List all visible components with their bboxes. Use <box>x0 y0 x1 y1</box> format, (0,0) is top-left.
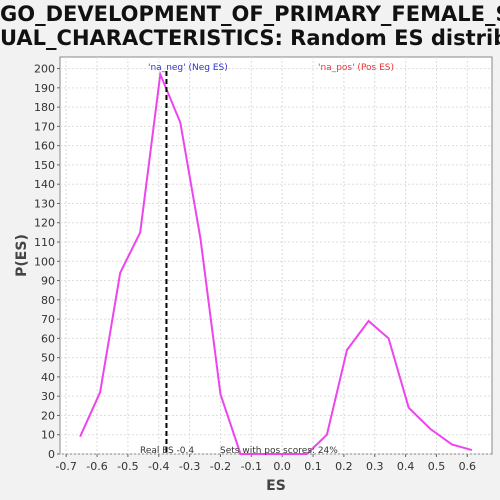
x-tick-label: -0.3 <box>179 460 200 473</box>
y-tick-label: 180 <box>34 101 55 114</box>
chart-title-line-2: UAL_CHARACTERISTICS: Random ES distribut… <box>0 26 500 50</box>
x-tick-label: -0.4 <box>148 460 169 473</box>
y-tick-label: 40 <box>41 371 55 384</box>
y-tick-label: 120 <box>34 217 55 230</box>
y-tick-label: 20 <box>41 409 55 422</box>
y-tick-label: 90 <box>41 275 55 288</box>
x-tick-label: -0.6 <box>86 460 107 473</box>
plot-area <box>59 56 493 455</box>
y-tick-label: 110 <box>34 236 55 249</box>
chart-title-line-1: GO_DEVELOPMENT_OF_PRIMARY_FEMALE_SEX <box>0 2 500 26</box>
y-tick-label: 200 <box>34 63 55 76</box>
real-es-label: Real ES -0.4 <box>140 446 194 456</box>
x-tick-label: -0.7 <box>55 460 76 473</box>
x-tick-label: -0.5 <box>117 460 138 473</box>
y-tick-label: 50 <box>41 352 55 365</box>
x-tick-label: 0.3 <box>366 460 384 473</box>
y-tick-label: 140 <box>34 178 55 191</box>
x-tick-label: 0.5 <box>428 460 446 473</box>
x-axis-label: ES <box>266 478 286 494</box>
neg-es-label: 'na_neg' (Neg ES) <box>148 63 228 73</box>
y-tick-label: 160 <box>34 140 55 153</box>
sets-pos-scores-label: Sets with pos scores: 24% <box>220 446 338 456</box>
y-axis-ticks: 0 10 20 30 40 50 60 70 80 90 100 110 120 130 140 150 160… <box>34 63 60 461</box>
y-tick-label: 10 <box>41 429 55 442</box>
y-tick-label: 70 <box>41 313 55 326</box>
y-tick-label: 100 <box>34 255 55 268</box>
y-axis-label: P(ES) <box>14 234 30 277</box>
x-tick-label: 0.6 <box>459 460 477 473</box>
x-tick-label: 0.4 <box>397 460 415 473</box>
y-tick-label: 0 <box>48 448 55 461</box>
series-line <box>79 70 473 455</box>
x-tick-label: -0.2 <box>210 460 231 473</box>
y-tick-label: 190 <box>34 82 55 95</box>
x-tick-label: 0.0 <box>273 460 291 473</box>
x-tick-label: 0.1 <box>304 460 322 473</box>
y-tick-label: 130 <box>34 197 55 210</box>
x-axis-ticks: -0.7 -0.6 -0.5 -0.4 -0.3 -0.2 -0.1 0.0 0.1 0.2 0.3… <box>55 454 476 473</box>
grid-lines <box>60 57 492 455</box>
y-tick-label: 60 <box>41 332 55 345</box>
pos-es-label: 'na_pos' (Pos ES) <box>318 63 394 73</box>
x-tick-label: -0.1 <box>241 460 262 473</box>
y-tick-label: 150 <box>34 159 55 172</box>
y-tick-label: 30 <box>41 390 55 403</box>
y-tick-label: 170 <box>34 120 55 133</box>
y-tick-label: 80 <box>41 294 55 307</box>
x-tick-label: 0.2 <box>335 460 353 473</box>
